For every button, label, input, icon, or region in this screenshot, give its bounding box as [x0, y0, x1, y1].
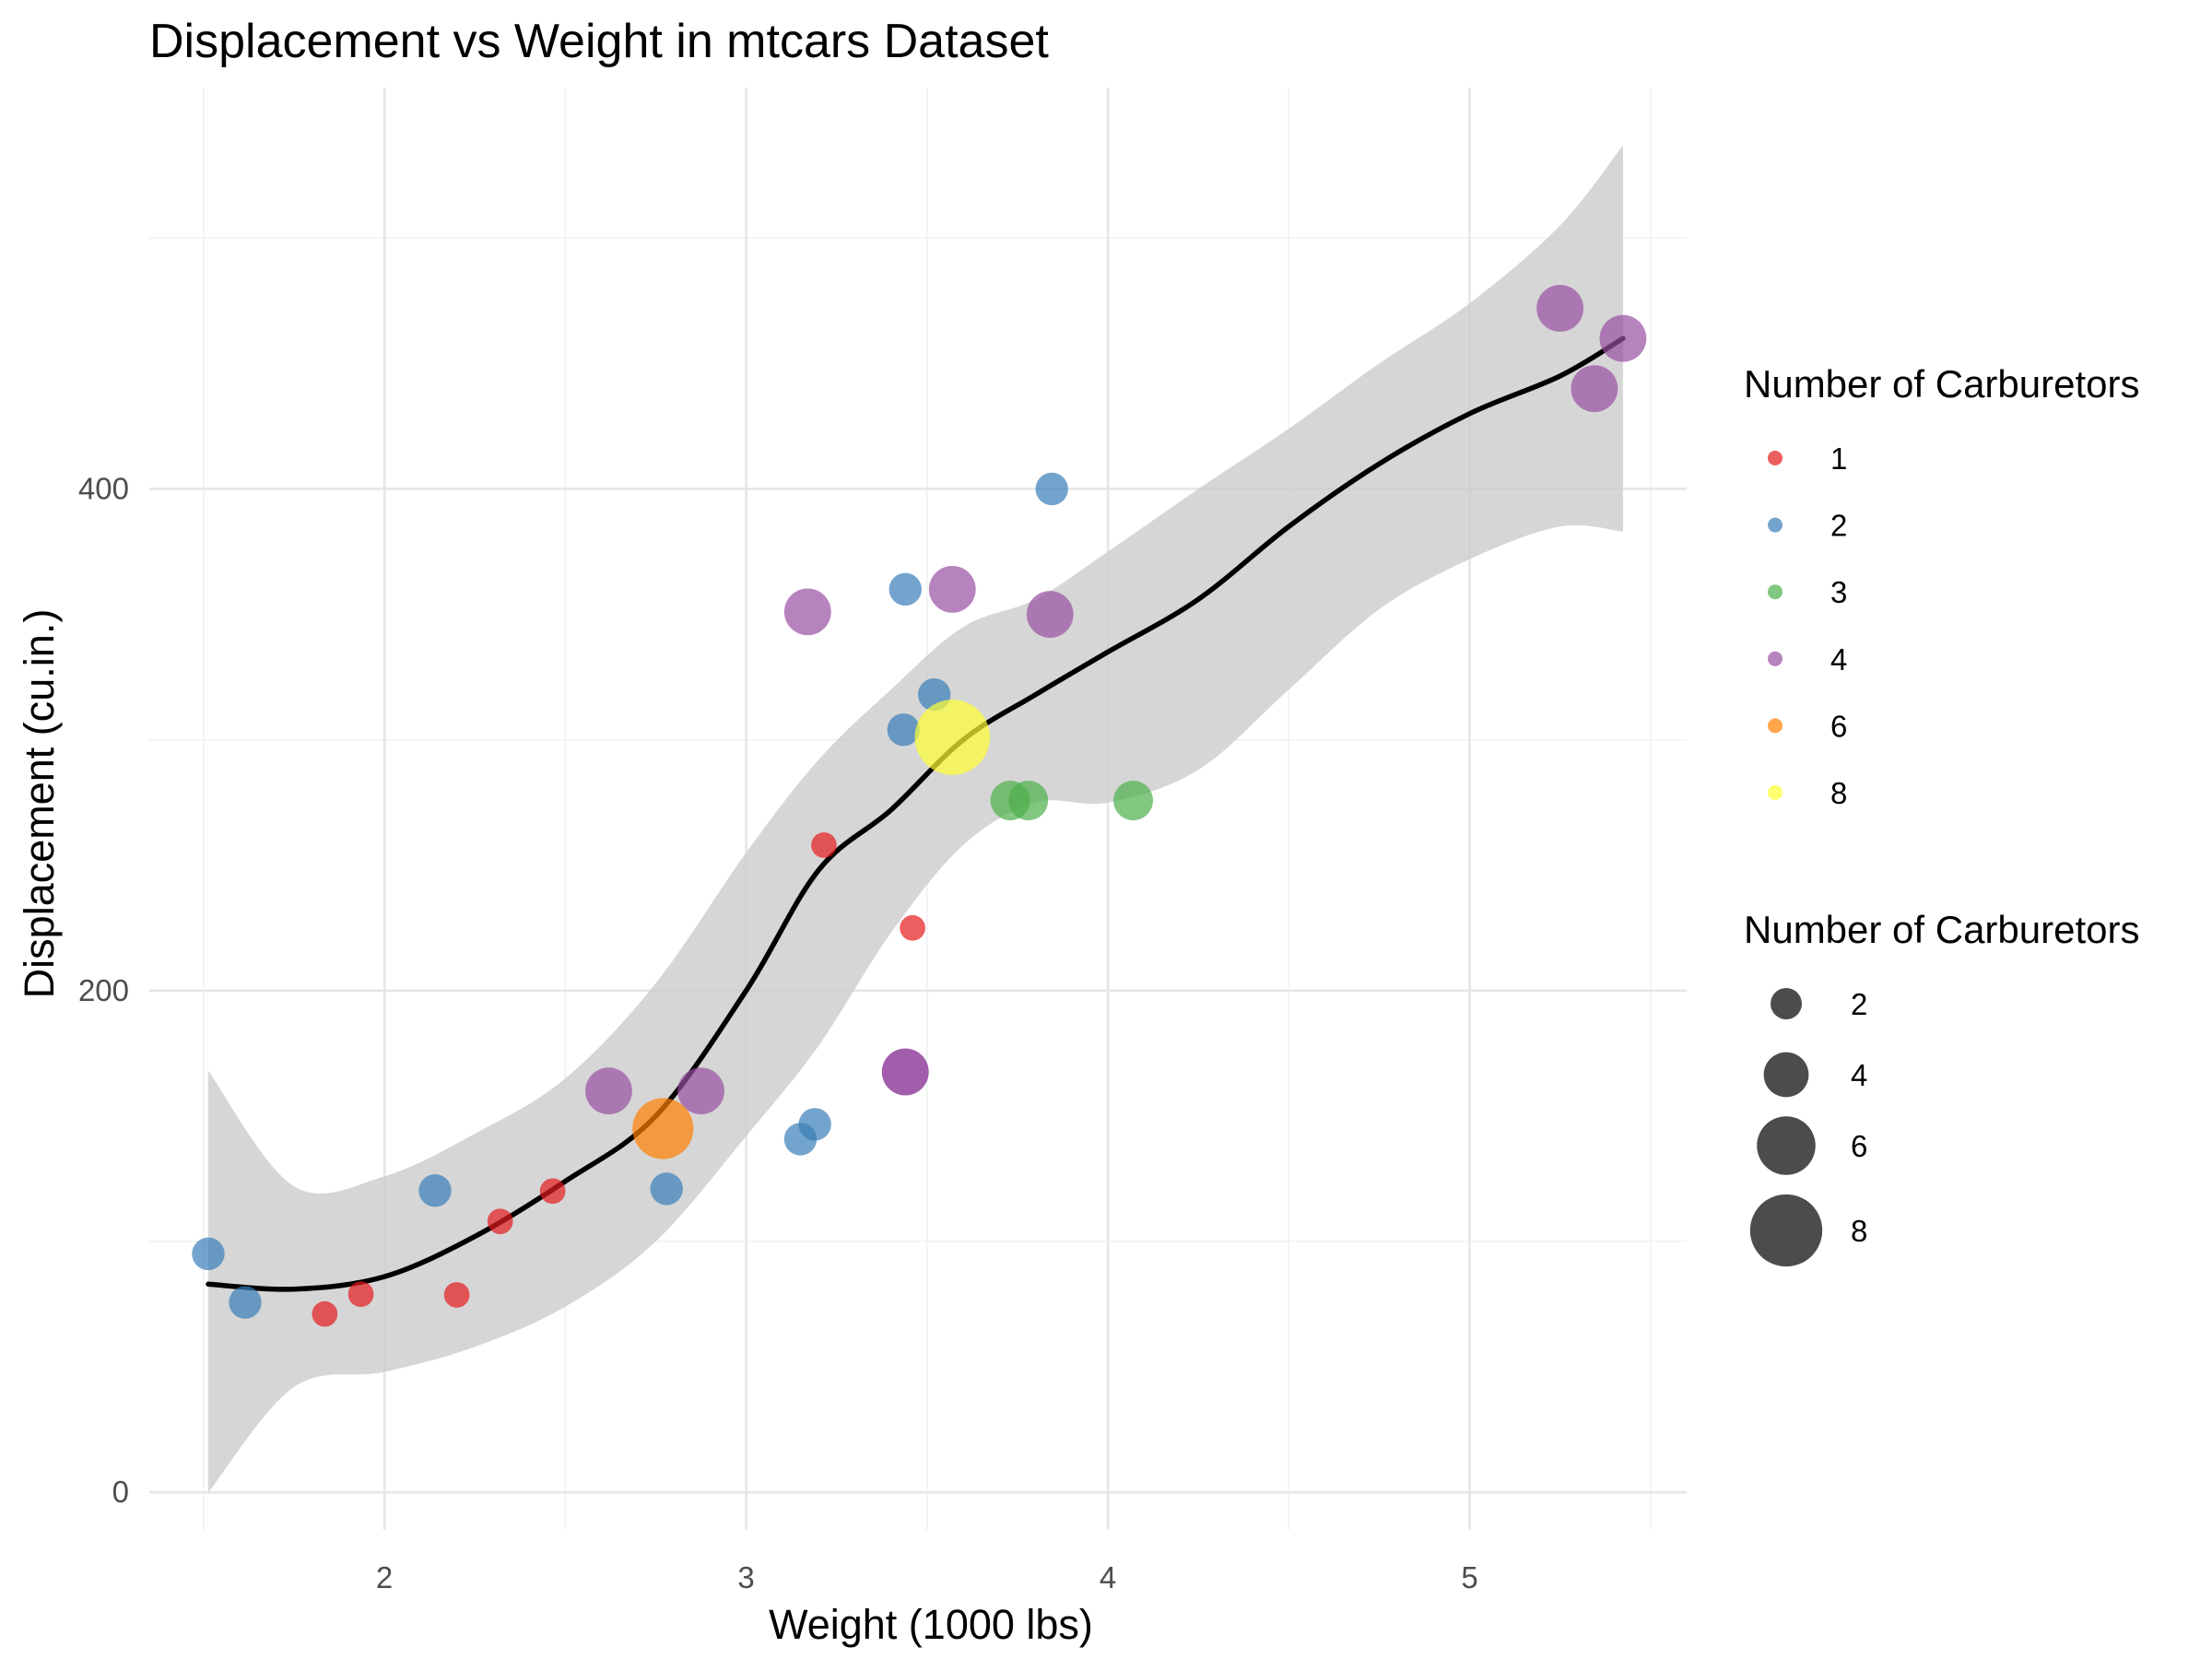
- data-point: [1599, 314, 1647, 362]
- data-point: [928, 565, 976, 613]
- data-point: [1536, 285, 1584, 332]
- y-tick-label: 0: [112, 1475, 129, 1509]
- color-legend-key: [1768, 651, 1783, 666]
- data-point: [1026, 591, 1074, 638]
- size-legend-label: 2: [1851, 987, 1867, 1021]
- x-axis-title: Weight (1000 lbs): [769, 1601, 1093, 1648]
- size-legend-key: [1757, 1116, 1816, 1175]
- data-point: [487, 1208, 513, 1235]
- data-point: [1008, 780, 1049, 821]
- y-tick-label: 200: [78, 973, 129, 1007]
- color-legend-label: 4: [1830, 642, 1847, 677]
- color-legend-label: 8: [1830, 776, 1847, 810]
- confidence-band-layer: [208, 145, 1623, 1493]
- data-point: [632, 1098, 694, 1159]
- scatter-points: [192, 285, 1647, 1327]
- data-point: [192, 1237, 225, 1271]
- data-point: [650, 1172, 683, 1206]
- color-legend-label: 3: [1830, 575, 1847, 609]
- y-axis-ticks: 0 200 400: [78, 471, 129, 1509]
- data-point: [539, 1178, 566, 1205]
- size-legend: Number of Carburetors 2 4 6 8: [1744, 908, 2140, 1267]
- x-tick-label: 4: [1100, 1560, 1116, 1594]
- data-point: [347, 1281, 374, 1308]
- size-legend-label: 6: [1851, 1129, 1867, 1163]
- data-point: [811, 832, 837, 858]
- y-axis-title: Displacement (cu.in.): [16, 609, 63, 999]
- data-point: [312, 1300, 338, 1327]
- color-legend-label: 6: [1830, 709, 1847, 743]
- data-point: [783, 1123, 818, 1156]
- color-legend-key: [1768, 785, 1783, 800]
- x-tick-label: 3: [737, 1560, 754, 1594]
- data-point: [888, 572, 922, 606]
- size-legend-key: [1749, 1194, 1823, 1267]
- size-legend-label: 4: [1851, 1058, 1867, 1092]
- smooth-line: [206, 335, 1626, 1292]
- data-point: [418, 1174, 452, 1207]
- data-point: [677, 1067, 724, 1115]
- data-point: [783, 588, 831, 636]
- data-point: [229, 1286, 262, 1319]
- size-legend-key: [1771, 988, 1802, 1019]
- size-legend-title: Number of Carburetors: [1744, 908, 2140, 951]
- x-tick-label: 5: [1461, 1560, 1477, 1594]
- size-legend-key: [1763, 1052, 1809, 1098]
- data-point: [881, 1048, 929, 1096]
- size-legend-label: 8: [1851, 1214, 1867, 1248]
- data-point: [443, 1282, 470, 1308]
- color-legend-label: 2: [1830, 509, 1847, 543]
- data-point: [1571, 365, 1618, 413]
- color-legend-key: [1768, 584, 1783, 600]
- data-point: [1112, 780, 1154, 821]
- color-legend: Number of Carburetors 1 2 3 4 6 8: [1744, 362, 2140, 810]
- x-axis-ticks: 2 3 4 5: [376, 1560, 1478, 1594]
- smooth-line-layer: [206, 335, 1626, 1292]
- color-legend-key: [1768, 517, 1783, 533]
- chart-title: Displacement vs Weight in mtcars Dataset: [149, 15, 1049, 68]
- x-tick-label: 2: [376, 1560, 393, 1594]
- data-point: [585, 1067, 632, 1115]
- data-point: [1035, 472, 1068, 506]
- confidence-band: [208, 145, 1623, 1493]
- color-legend-key: [1768, 718, 1783, 734]
- data-point: [887, 713, 921, 747]
- y-tick-label: 400: [78, 471, 129, 505]
- color-legend-label: 1: [1830, 441, 1847, 476]
- color-legend-key: [1768, 451, 1783, 465]
- color-legend-title: Number of Carburetors: [1744, 362, 2140, 406]
- data-point: [900, 914, 925, 941]
- data-point: [914, 700, 991, 775]
